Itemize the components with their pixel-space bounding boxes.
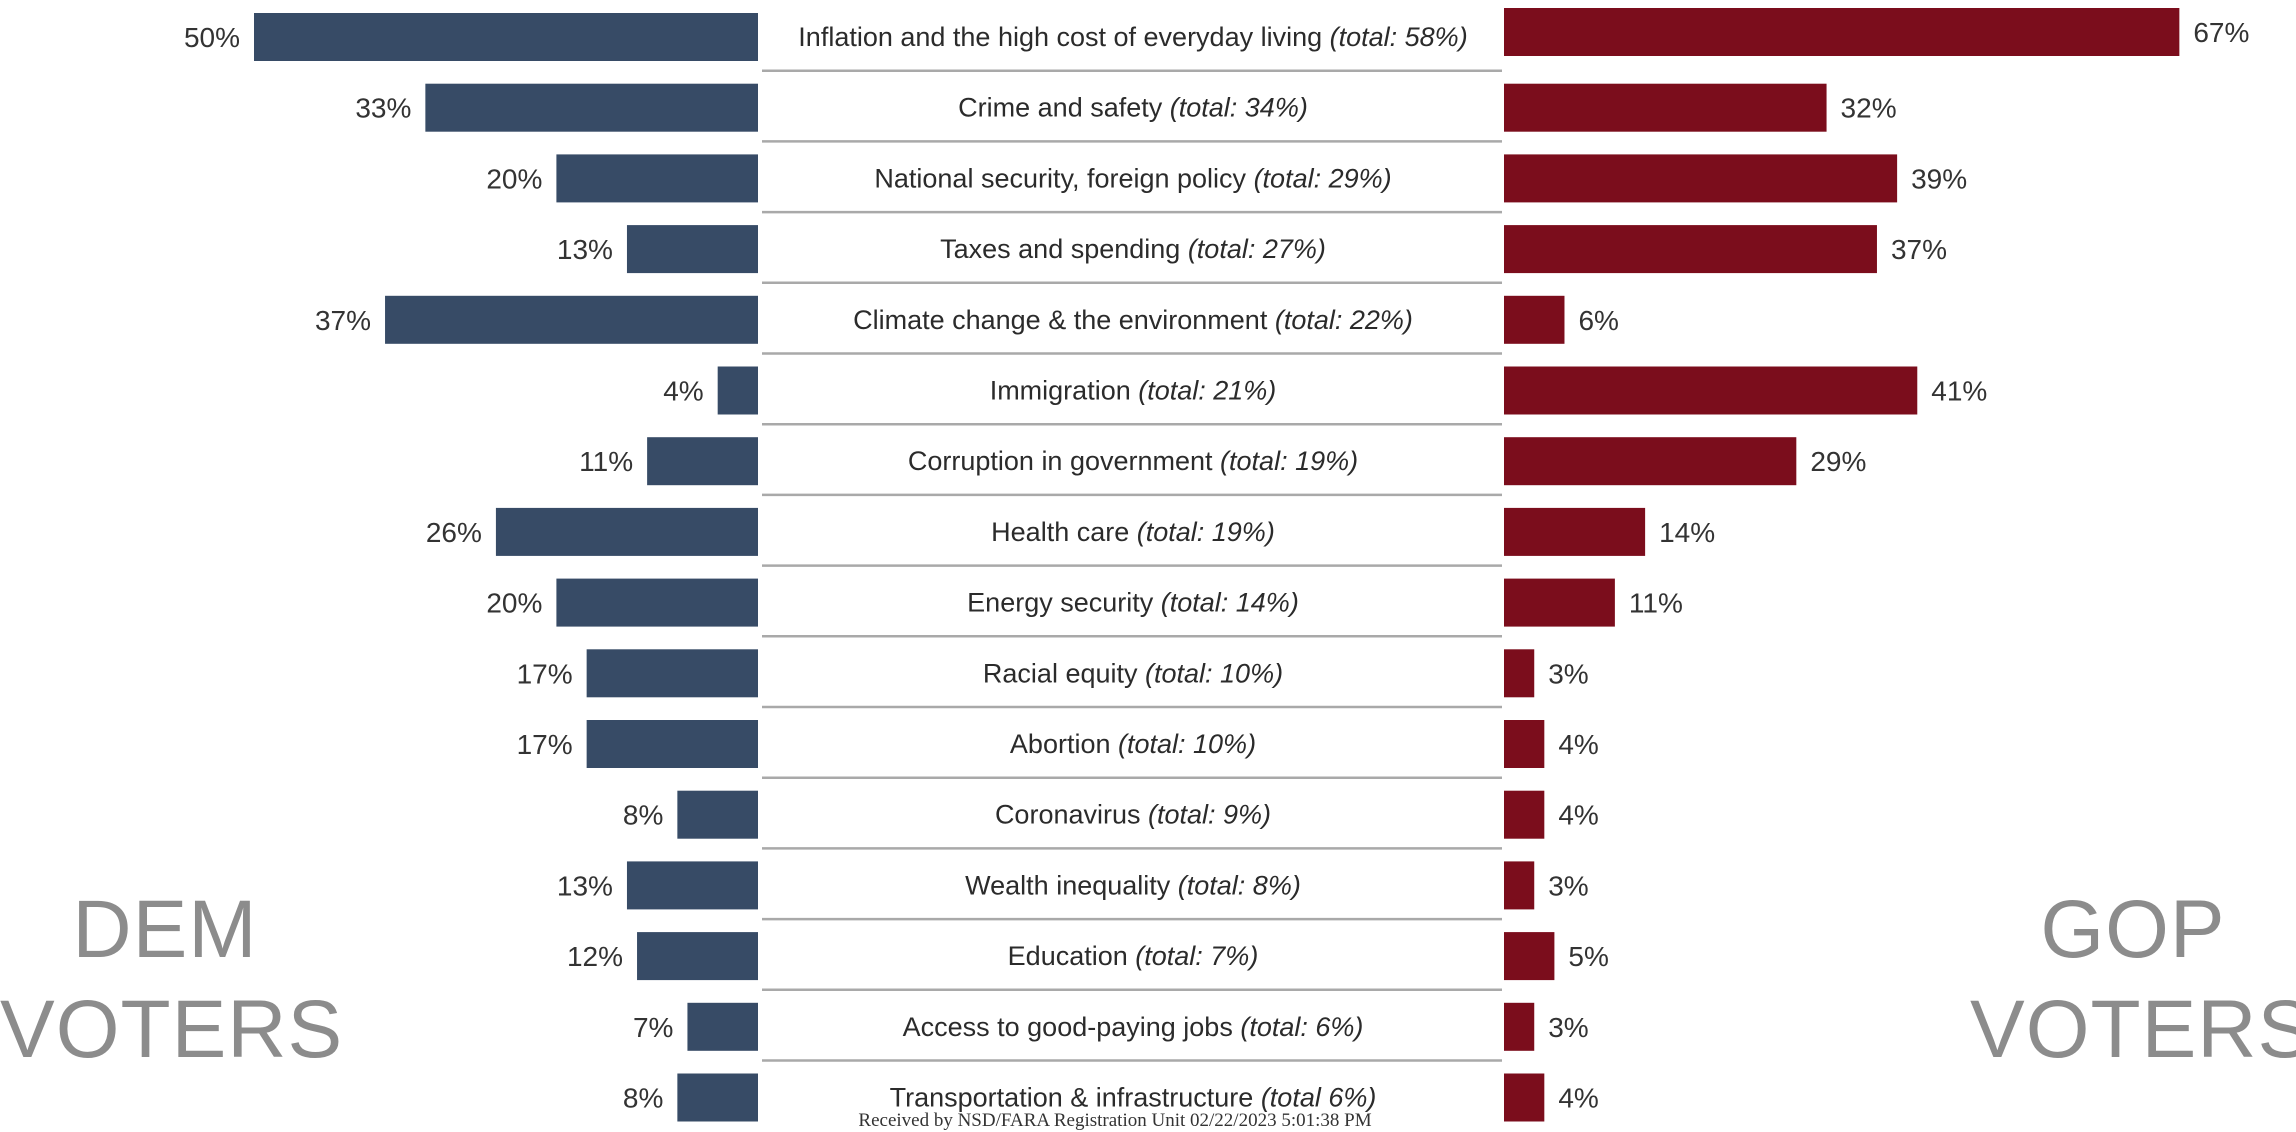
dem-bar	[717, 366, 758, 415]
dem-value-label: 12%	[567, 941, 623, 972]
gop-bar	[1504, 437, 1797, 486]
gop-bar	[1504, 578, 1615, 627]
dem-bar	[556, 578, 758, 627]
gop-value-label: 14%	[1659, 517, 1715, 548]
gop-value-label: 37%	[1891, 234, 1947, 265]
dem-value-label: 7%	[633, 1012, 673, 1043]
gop-value-label: 5%	[1568, 941, 1608, 972]
gop-value-label: 4%	[1558, 729, 1598, 760]
gop-value-label: 6%	[1578, 305, 1618, 336]
dem-label-line1: DEM	[72, 884, 258, 975]
category-label: Climate change & the environment (total:…	[853, 305, 1413, 335]
dem-bar	[254, 13, 758, 61]
dem-value-label: 13%	[557, 234, 613, 265]
dem-bar	[385, 295, 758, 344]
category-label: Wealth inequality (total: 8%)	[965, 870, 1301, 900]
gop-bar	[1504, 507, 1646, 556]
gop-bar	[1504, 790, 1545, 839]
gop-bar	[1504, 366, 1918, 415]
dem-value-label: 17%	[517, 729, 573, 760]
category-label: Crime and safety (total: 34%)	[958, 93, 1308, 123]
gop-value-label: 67%	[2193, 17, 2249, 48]
category-label: Energy security (total: 14%)	[967, 588, 1299, 618]
category-label: Taxes and spending (total: 27%)	[940, 234, 1326, 264]
gop-value-label: 3%	[1548, 1012, 1588, 1043]
dem-value-label: 8%	[623, 1083, 663, 1114]
gop-bar	[1504, 1002, 1535, 1051]
dem-bar	[495, 507, 758, 556]
category-label: Abortion (total: 10%)	[1010, 729, 1256, 759]
gop-value-label: 29%	[1810, 446, 1866, 477]
gop-bar	[1504, 720, 1545, 768]
gop-value-label: 11%	[1629, 588, 1683, 619]
dem-bar	[556, 154, 758, 203]
dem-value-label: 26%	[426, 517, 482, 548]
gop-value-label: 32%	[1841, 93, 1897, 124]
category-label: Access to good-paying jobs (total: 6%)	[903, 1012, 1364, 1042]
category-label: Health care (total: 19%)	[991, 517, 1275, 547]
dem-label-line2: VOTERS	[0, 984, 344, 1075]
gop-label-line1: GOP	[2040, 884, 2226, 975]
gop-value-label: 3%	[1548, 658, 1588, 689]
dem-bar	[677, 1073, 758, 1122]
dem-bar	[425, 83, 758, 132]
dem-value-label: 13%	[557, 870, 613, 901]
dem-bar	[626, 861, 758, 910]
gop-value-label: 39%	[1911, 163, 1967, 194]
gop-bar	[1504, 861, 1535, 910]
category-label: Transportation & infrastructure (total 6…	[890, 1083, 1377, 1113]
dem-bar	[647, 437, 758, 486]
category-label: Racial equity (total: 10%)	[983, 658, 1283, 688]
dem-bar	[687, 1002, 758, 1051]
gop-bar	[1504, 649, 1535, 698]
gop-bar	[1504, 83, 1827, 132]
category-label: Inflation and the high cost of everyday …	[798, 22, 1467, 52]
dem-bar	[586, 720, 758, 768]
dem-value-label: 50%	[184, 22, 240, 53]
gop-bar	[1504, 1073, 1545, 1122]
dem-value-label: 11%	[579, 446, 633, 477]
dem-value-label: 4%	[663, 376, 703, 407]
gop-value-label: 41%	[1931, 376, 1987, 407]
dem-value-label: 33%	[355, 93, 411, 124]
gop-value-label: 3%	[1548, 870, 1588, 901]
gop-value-label: 4%	[1558, 1083, 1598, 1114]
gop-bar	[1504, 154, 1898, 203]
category-label: National security, foreign policy (total…	[874, 163, 1391, 193]
category-label: Coronavirus (total: 9%)	[995, 800, 1271, 830]
gop-value-label: 4%	[1558, 800, 1598, 831]
gop-voters-label: GOP VOTERS	[1970, 880, 2296, 1080]
gop-bar	[1504, 295, 1565, 344]
registration-stamp: Received by NSD/FARA Registration Unit 0…	[858, 1110, 1372, 1131]
dem-bar	[626, 225, 758, 274]
gop-bar	[1504, 8, 2180, 56]
category-label: Education (total: 7%)	[1008, 941, 1259, 971]
gop-bar	[1504, 932, 1555, 981]
dem-value-label: 17%	[517, 658, 573, 689]
gop-label-line2: VOTERS	[1970, 984, 2296, 1075]
gop-bar	[1504, 225, 1877, 274]
category-label: Corruption in government (total: 19%)	[908, 446, 1358, 476]
dem-bar	[677, 790, 758, 839]
dem-bar	[586, 649, 758, 698]
dem-value-label: 8%	[623, 800, 663, 831]
dem-value-label: 37%	[315, 305, 371, 336]
category-label: Immigration (total: 21%)	[990, 376, 1277, 406]
dem-voters-label: DEM VOTERS	[0, 880, 344, 1080]
dem-value-label: 20%	[486, 163, 542, 194]
dem-bar	[637, 932, 758, 981]
dem-value-label: 20%	[486, 588, 542, 619]
